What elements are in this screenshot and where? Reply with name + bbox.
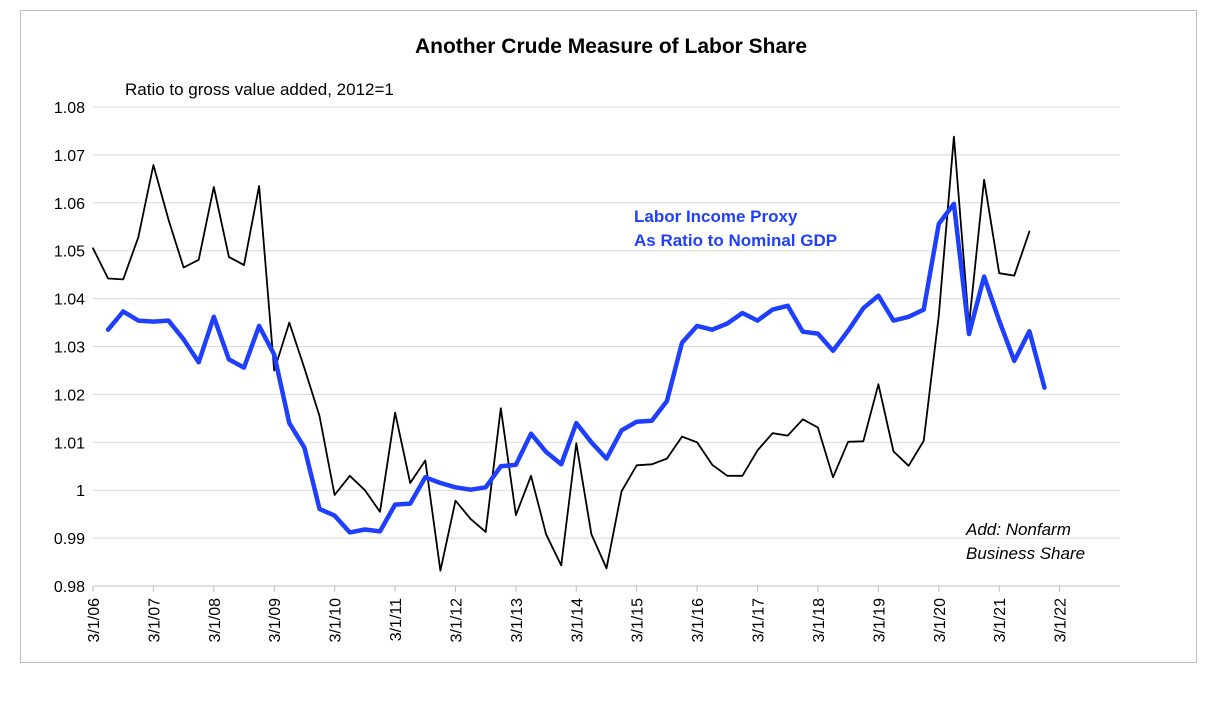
chart-frame: Another Crude Measure of Labor Share Rat… bbox=[20, 10, 1197, 663]
x-tick-label: 3/1/19 bbox=[871, 598, 888, 643]
x-tick-label: 3/1/10 bbox=[328, 598, 345, 643]
y-tick-label: 0.99 bbox=[54, 531, 85, 548]
x-tick-label: 3/1/18 bbox=[811, 598, 828, 643]
x-tick-label: 3/1/17 bbox=[751, 598, 768, 643]
y-axis-ticks: 0.98 0.99 1 1.01 1.02 1.03 1.04 1.05 1.06 1.07 1.0… bbox=[54, 100, 85, 596]
x-tick-label: 3/1/09 bbox=[267, 598, 284, 643]
series-lines bbox=[92, 135, 1047, 572]
series-line-labor-income-proxy bbox=[105, 201, 1047, 535]
annotation-nonfarm-line1: Add: Nonfarm bbox=[965, 520, 1071, 539]
y-tick-label: 1.03 bbox=[54, 340, 85, 357]
y-tick-label: 1.04 bbox=[54, 292, 85, 309]
x-tick-label: 3/1/20 bbox=[932, 598, 949, 643]
x-tick-label: 3/1/22 bbox=[1053, 598, 1070, 643]
annotation-labor-income-line1: Labor Income Proxy bbox=[634, 207, 798, 226]
x-tick-label: 3/1/11 bbox=[388, 598, 405, 641]
x-tick-label: 3/1/21 bbox=[992, 598, 1009, 643]
x-tick-label: 3/1/06 bbox=[86, 598, 103, 643]
annotation-labor-income-line2: As Ratio to Nominal GDP bbox=[634, 231, 837, 250]
annotation-nonfarm-line2: Business Share bbox=[966, 544, 1085, 563]
y-tick-label: 1.01 bbox=[54, 435, 85, 452]
y-tick-label: 1.07 bbox=[54, 148, 85, 165]
y-tick-label: 1.06 bbox=[54, 196, 85, 213]
x-tick-label: 3/1/08 bbox=[207, 598, 224, 643]
y-tick-label: 1.08 bbox=[54, 100, 85, 117]
x-tick-label: 3/1/13 bbox=[509, 598, 526, 643]
x-tick-label: 3/1/15 bbox=[630, 598, 647, 643]
x-tick-label: 3/1/16 bbox=[690, 598, 707, 643]
y-tick-label: 1.02 bbox=[54, 387, 85, 404]
y-tick-label: 1 bbox=[76, 483, 85, 500]
x-tick-label: 3/1/12 bbox=[448, 598, 465, 643]
x-tick-label: 3/1/14 bbox=[569, 598, 586, 643]
chart-subtitle: Ratio to gross value added, 2012=1 bbox=[125, 80, 394, 99]
y-tick-label: 0.98 bbox=[54, 579, 85, 596]
chart-title: Another Crude Measure of Labor Share bbox=[415, 35, 807, 58]
x-tick-label: 3/1/07 bbox=[146, 598, 163, 643]
line-chart: Another Crude Measure of Labor Share Rat… bbox=[54, 35, 1120, 643]
gridlines bbox=[93, 106, 1120, 587]
series-line-nonfarm-business-share bbox=[92, 135, 1031, 572]
y-tick-label: 1.05 bbox=[54, 244, 85, 261]
x-axis: 3/1/06 3/1/07 3/1/08 3/1/09 3/1/10 3/1/11 3/1/… bbox=[86, 585, 1120, 643]
